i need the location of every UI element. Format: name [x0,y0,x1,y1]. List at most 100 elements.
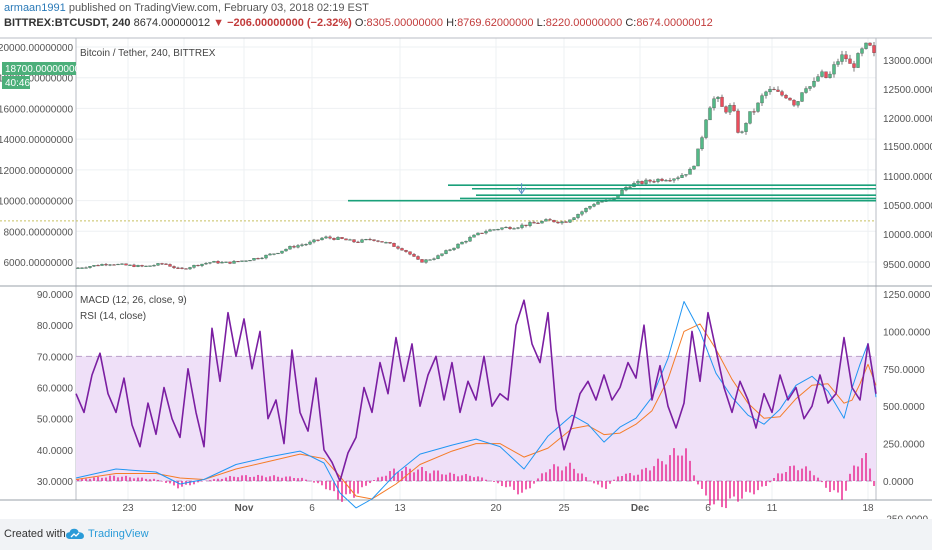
candle [116,263,120,266]
candle [580,211,584,215]
candle [352,239,356,243]
candle [424,259,428,263]
right-axis-tick: 13000.0000 [883,56,932,67]
candle [128,264,132,266]
chart-canvas[interactable]: 20000.00000000 18000.00000000 16000.000000… [0,0,932,519]
left-axis-tick: 6000.00000000 [3,258,73,269]
candle [288,246,292,250]
right-axis-tick: 10500.0000 [883,201,932,212]
candle [336,237,340,240]
candle [76,267,80,269]
author-link[interactable]: armaan1991 [4,2,66,14]
rsi-axis-tick: 90.0000 [37,290,74,301]
candle [328,236,332,239]
last-price: 8674.00000012 [133,17,211,29]
candle [284,248,288,252]
candle [196,264,200,267]
candle [592,204,596,207]
candle [324,236,328,239]
candle [772,88,776,91]
candle [504,226,508,229]
candle [552,219,556,223]
time-axis-tick: Nov [235,503,254,514]
time-axis-tick: 20 [490,503,502,514]
candle [380,241,384,243]
candle [584,208,588,212]
candle [544,219,548,222]
low-label: L: [536,17,546,29]
macd-axis-tick: -250.0000 [883,514,928,519]
candle [312,239,316,243]
candle [100,264,104,266]
tradingview-brand[interactable]: TradingView [88,528,149,540]
candle [744,123,748,132]
candle [524,224,528,226]
symbol-label: BITTREX:BTCUSDT, 240 [4,17,131,29]
right-axis-tick: 12500.0000 [883,85,932,96]
publish-info: armaan1991 published on TradingView.com,… [4,2,369,14]
candle [368,239,372,241]
candle [388,242,392,244]
right-axis-tick: 12000.0000 [883,114,932,125]
candle [788,97,792,101]
candle [568,219,572,223]
candle [812,81,816,87]
candle [148,265,152,267]
candle [292,246,296,248]
candle [256,258,260,260]
candle [396,246,400,249]
candle [372,239,376,241]
candle [208,262,212,264]
candle [112,264,116,266]
candle [816,76,820,82]
candle [496,229,500,231]
candle [656,178,660,182]
time-axis-tick: 25 [558,503,570,514]
candle [280,250,284,254]
candle [272,253,276,255]
candle [732,105,736,112]
candle [556,221,560,224]
left-axis-tick: 12000.00000000 [0,166,73,177]
candle [692,165,696,170]
candle [564,221,568,223]
time-axis-tick: 6 [309,503,315,514]
candle [80,267,84,269]
rsi-axis-tick: 30.0000 [37,477,74,488]
macd-line [75,301,877,509]
candle [572,217,576,220]
macd-label: MACD (12, 26, close, 9) [80,295,187,306]
candle [740,131,744,133]
macd-histogram [77,448,875,509]
candle [860,48,864,54]
candle [236,260,240,263]
candle [392,243,396,247]
candle [712,98,716,109]
candle [792,99,796,106]
candle [92,265,96,267]
time-axis-tick: 6 [705,503,711,514]
candle [124,263,128,266]
candle [512,228,516,230]
candle [452,247,456,250]
candle [764,91,768,96]
candle [484,231,488,234]
candle [560,221,564,224]
candle [588,206,592,209]
time-axis-tick: 11 [767,503,778,514]
candle [448,249,452,251]
candle [696,148,700,167]
candle [716,96,720,99]
candle [760,95,764,104]
cloud-logo-icon[interactable] [66,528,84,540]
candle [136,265,140,267]
right-axis-tick: 11500.0000 [883,142,932,153]
rsi-axis-tick: 80.0000 [37,321,74,332]
candle [384,242,388,244]
right-axis-tick: 9500.0000 [883,260,931,271]
price-tag-box [2,62,76,75]
candle [216,261,220,264]
rsi-axis-tick: 50.0000 [37,415,74,426]
candle [660,178,664,181]
candle [652,181,656,183]
